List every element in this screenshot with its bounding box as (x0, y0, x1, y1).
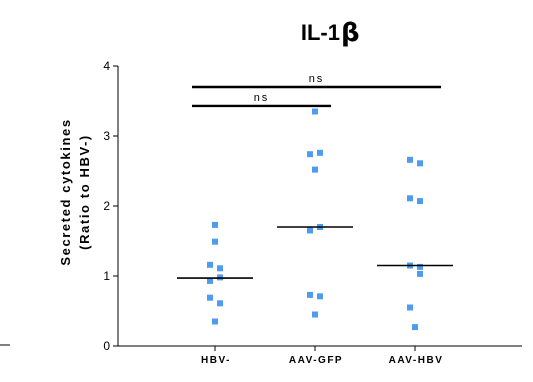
data-point (312, 166, 318, 173)
data-point (217, 300, 223, 307)
data-point (307, 291, 313, 298)
data-point (417, 263, 423, 270)
y-tick-label: 2 (103, 199, 110, 213)
data-point (407, 195, 413, 202)
chart-title: IL-1 β (301, 18, 360, 48)
y-axis-title-line1: Secreted cytokines (58, 118, 73, 265)
axes: 0 1 2 3 4 HBV- AAV-GFP AAV-HBV (103, 59, 522, 366)
data-point (317, 149, 323, 156)
y-tick-label: 0 (103, 339, 110, 353)
data-point (312, 311, 318, 318)
data-point (207, 294, 213, 301)
x-tick-label: HBV- (201, 355, 231, 366)
data-point (212, 318, 218, 325)
data-point (417, 198, 423, 205)
y-axis-title-line2: (Ratio to HBV-) (77, 134, 92, 250)
data-point (412, 324, 418, 331)
data-point (312, 108, 318, 115)
data-point (207, 277, 213, 284)
y-axis-title: Secreted cytokines (Ratio to HBV-) (58, 118, 92, 265)
data-point (212, 221, 218, 228)
chart-marks: ns ns (177, 73, 453, 331)
significance-label: ns (309, 73, 325, 85)
data-point (207, 261, 213, 268)
chart-title-beta: β (341, 18, 360, 48)
y-tick-label: 4 (103, 59, 110, 73)
chart-title-text: IL-1 (301, 20, 340, 45)
significance-label: ns (254, 92, 270, 104)
x-tick-label: AAV-HBV (389, 355, 444, 366)
data-point (307, 227, 313, 234)
data-point (212, 238, 218, 245)
data-point (407, 304, 413, 311)
data-point (217, 265, 223, 272)
data-point (407, 156, 413, 163)
y-tick-label: 3 (103, 129, 110, 143)
data-point (307, 151, 313, 158)
data-point (317, 293, 323, 300)
data-point (417, 270, 423, 277)
y-tick-label: 1 (103, 269, 110, 283)
data-point (417, 160, 423, 167)
x-tick-label: AAV-GFP (289, 355, 343, 366)
